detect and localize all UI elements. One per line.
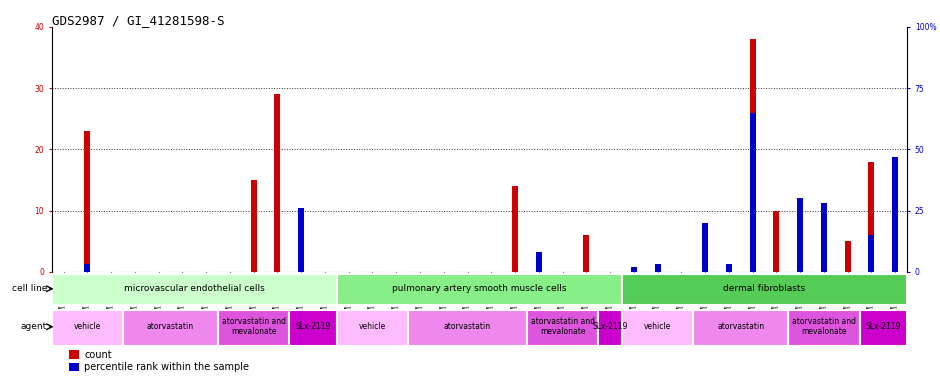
Text: dermal fibroblasts: dermal fibroblasts bbox=[724, 284, 806, 293]
Text: vehicle: vehicle bbox=[359, 322, 386, 331]
Bar bbox=[69, 351, 79, 359]
Bar bbox=[702, 223, 708, 272]
Bar bbox=[298, 208, 305, 272]
Text: atorvastatin and
mevalonate: atorvastatin and mevalonate bbox=[791, 317, 856, 336]
Bar bbox=[845, 241, 851, 272]
Bar bbox=[536, 253, 541, 272]
Text: GDS2987 / GI_41281598-S: GDS2987 / GI_41281598-S bbox=[52, 14, 225, 27]
Bar bbox=[892, 157, 899, 272]
Bar bbox=[750, 113, 756, 272]
Bar bbox=[536, 252, 541, 272]
Bar bbox=[631, 267, 636, 272]
Text: atorvastatin: atorvastatin bbox=[444, 322, 491, 331]
Bar bbox=[584, 235, 589, 272]
Bar bbox=[527, 310, 598, 346]
Bar bbox=[622, 310, 693, 346]
Text: atorvastatin and
mevalonate: atorvastatin and mevalonate bbox=[530, 317, 595, 336]
Bar bbox=[218, 310, 290, 346]
Bar bbox=[69, 362, 79, 371]
Bar bbox=[274, 94, 280, 272]
Text: SLx-2119: SLx-2119 bbox=[295, 322, 331, 331]
Text: cell line: cell line bbox=[11, 284, 47, 293]
Text: pulmonary artery smooth muscle cells: pulmonary artery smooth muscle cells bbox=[392, 284, 567, 293]
Bar bbox=[337, 274, 622, 305]
Bar bbox=[290, 310, 337, 346]
Bar bbox=[869, 162, 874, 272]
Bar bbox=[774, 210, 779, 272]
Bar bbox=[622, 274, 907, 305]
Bar bbox=[797, 198, 803, 272]
Bar bbox=[726, 265, 732, 272]
Text: agent: agent bbox=[21, 322, 47, 331]
Bar bbox=[512, 186, 518, 272]
Text: vehicle: vehicle bbox=[73, 322, 101, 331]
Bar bbox=[52, 274, 337, 305]
Bar bbox=[821, 203, 827, 272]
Text: atorvastatin: atorvastatin bbox=[147, 322, 194, 331]
Bar bbox=[789, 310, 859, 346]
Bar bbox=[251, 180, 257, 272]
Text: percentile rank within the sample: percentile rank within the sample bbox=[85, 362, 249, 372]
Bar bbox=[337, 310, 408, 346]
Text: atorvastatin: atorvastatin bbox=[717, 322, 764, 331]
Text: SLx-2119: SLx-2119 bbox=[592, 322, 628, 331]
Bar bbox=[797, 217, 803, 272]
Text: atorvastatin and
mevalonate: atorvastatin and mevalonate bbox=[222, 317, 286, 336]
Text: microvascular endothelial cells: microvascular endothelial cells bbox=[124, 284, 265, 293]
Text: SLx-2119: SLx-2119 bbox=[866, 322, 901, 331]
Bar bbox=[52, 310, 123, 346]
Bar bbox=[750, 39, 756, 272]
Bar bbox=[598, 310, 622, 346]
Bar bbox=[408, 310, 527, 346]
Bar bbox=[869, 235, 874, 272]
Bar bbox=[654, 265, 661, 272]
Bar bbox=[85, 131, 90, 272]
Text: count: count bbox=[85, 350, 112, 360]
Text: vehicle: vehicle bbox=[644, 322, 671, 331]
Bar bbox=[859, 310, 907, 346]
Bar bbox=[693, 310, 789, 346]
Bar bbox=[123, 310, 218, 346]
Bar bbox=[85, 265, 90, 272]
